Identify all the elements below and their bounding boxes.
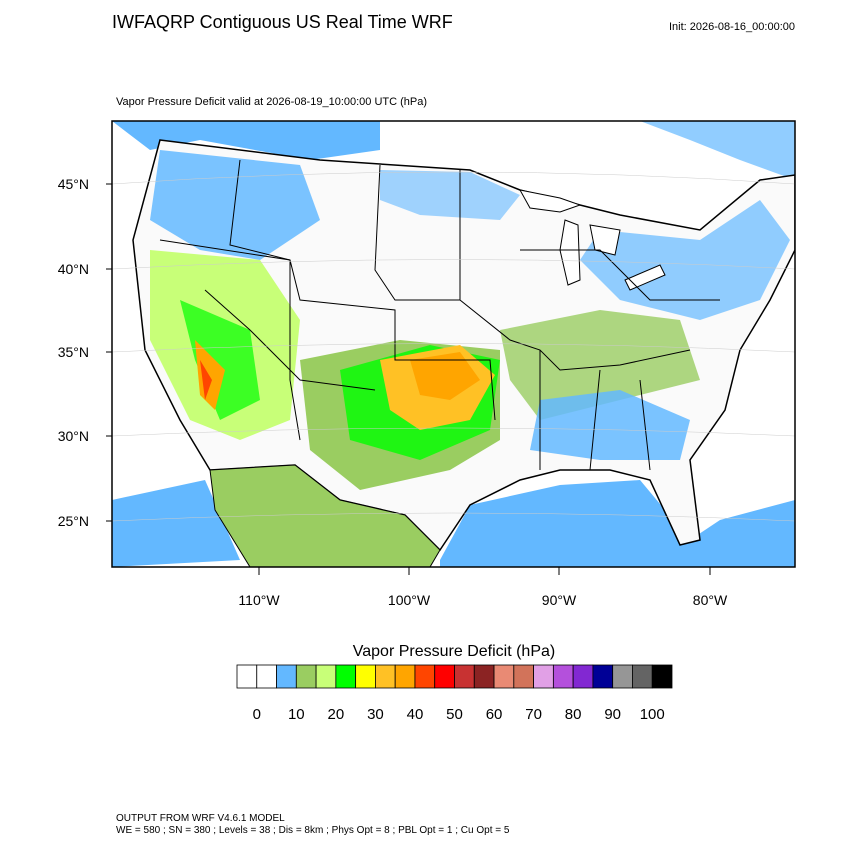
- colorbar-box: [513, 664, 534, 689]
- footer-line: OUTPUT FROM WRF V4.6.1 MODEL: [116, 813, 285, 824]
- colorbar-box: [454, 664, 475, 689]
- colorbar-box: [533, 664, 554, 689]
- title: IWFAQRP Contiguous US Real Time WRF: [112, 12, 453, 32]
- colorbar-box: [592, 664, 614, 689]
- lon-label: 100°W: [388, 592, 431, 608]
- lon-label: 110°W: [238, 592, 280, 608]
- colorbar-label: 90: [604, 706, 621, 723]
- footer-line: WE = 580 ; SN = 380 ; Levels = 38 ; Dis …: [116, 825, 510, 836]
- colorbar-label: 10: [288, 706, 305, 723]
- colorbar-box: [375, 664, 396, 689]
- colorbar-label: 0: [253, 706, 261, 723]
- lon-label: 90°W: [542, 592, 577, 608]
- subtitle: Vapor Pressure Deficit valid at 2026-08-…: [116, 96, 427, 108]
- colorbar-box: [394, 664, 416, 689]
- lat-label: 45°N: [58, 176, 89, 192]
- lat-label: 25°N: [58, 513, 89, 529]
- colorbar-box: [493, 664, 515, 689]
- lat-label: 40°N: [58, 261, 89, 277]
- colorbar-label: 30: [367, 706, 384, 723]
- colorbar-box: [434, 664, 455, 689]
- colorbar-box: [414, 664, 436, 689]
- colorbar: 0 10 20 30 40 50 60 70 80 90 100: [236, 664, 673, 723]
- colorbar-box: [473, 664, 495, 689]
- colorbar-box: [315, 664, 337, 689]
- lon-label: 80°W: [693, 592, 728, 608]
- colorbar-label: 20: [328, 706, 345, 723]
- colorbar-label: 40: [407, 706, 424, 723]
- colorbar-label: 70: [525, 706, 542, 723]
- colorbar-label: 80: [565, 706, 582, 723]
- colorbar-label: 50: [446, 706, 463, 723]
- colorbar-box: [612, 664, 633, 689]
- colorbar-box: [256, 664, 277, 689]
- colorbar-box: [236, 664, 258, 689]
- colorbar-box: [632, 664, 653, 689]
- colorbar-label: 100: [640, 706, 665, 723]
- colorbar-box: [295, 664, 317, 689]
- colorbar-title: Vapor Pressure Deficit (hPa): [353, 643, 555, 660]
- colorbar-label: 60: [486, 706, 503, 723]
- lat-label: 30°N: [58, 428, 89, 444]
- map: 45°N 40°N 35°N 30°N 25°N 110°W 100°W 90°W 80°W: [58, 120, 796, 608]
- colorbar-box: [355, 664, 376, 689]
- lat-label: 35°N: [58, 344, 89, 360]
- init-time: Init: 2026-08-16_00:00:00: [669, 21, 795, 33]
- colorbar-box: [572, 664, 594, 689]
- colorbar-box: [651, 664, 673, 689]
- colorbar-box: [552, 664, 574, 689]
- colorbar-box: [335, 664, 357, 689]
- colorbar-box: [276, 664, 297, 689]
